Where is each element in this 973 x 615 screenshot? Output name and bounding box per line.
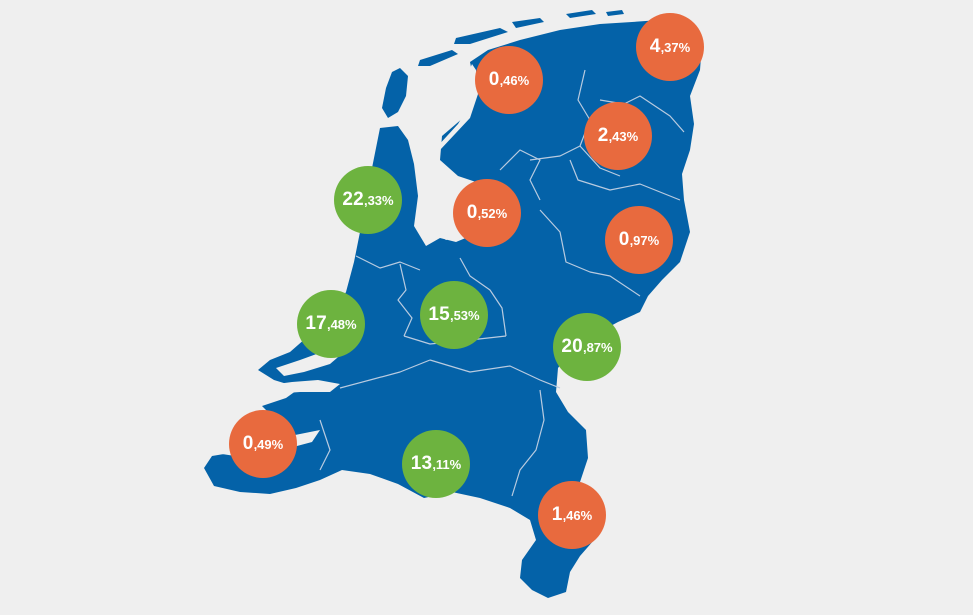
border-drenthe-overijssel	[569, 159, 681, 201]
limburg-share-integer: 1	[551, 504, 563, 525]
noord-holland-share-decimal: ,33%	[363, 192, 394, 208]
flevoland-share-integer: 0	[466, 202, 478, 223]
zuid-holland-share-decimal: ,48%	[326, 316, 357, 332]
border-flevoland	[499, 149, 541, 201]
zeeland-share-decimal: ,49%	[253, 436, 284, 452]
flevoland-share-decimal: ,52%	[477, 205, 508, 221]
island-vlieland	[418, 50, 458, 66]
friesland-share-integer: 0	[488, 69, 500, 90]
island-rottumeroog	[606, 10, 624, 16]
island-terschelling	[454, 28, 508, 44]
overijssel-share-decimal: ,97%	[629, 232, 660, 248]
bubble-gelderland: 20,87%	[553, 313, 621, 381]
groningen-share-decimal: ,37%	[660, 39, 691, 55]
border-friesland-drenthe	[529, 145, 621, 177]
bubble-overijssel: 0,97%	[605, 206, 673, 274]
utrecht-share-decimal: ,53%	[449, 307, 480, 323]
utrecht-share-integer: 15	[428, 304, 450, 325]
drenthe-share-decimal: ,43%	[608, 128, 639, 144]
bubble-utrecht: 15,53%	[420, 281, 488, 349]
island-schiermonnikoog	[566, 10, 596, 18]
zeeland-share-integer: 0	[242, 433, 254, 454]
bubble-noord-holland: 22,33%	[334, 166, 402, 234]
groningen-share-integer: 4	[649, 36, 661, 57]
border-utrecht-east	[459, 257, 507, 337]
bubble-flevoland: 0,52%	[453, 179, 521, 247]
border-gelderland-south	[429, 359, 561, 389]
island-texel	[382, 68, 408, 118]
bubble-drenthe: 2,43%	[584, 102, 652, 170]
noord-brabant-share-integer: 13	[410, 453, 433, 474]
gelderland-share-integer: 20	[561, 336, 583, 357]
border-zeeland-brabant	[319, 419, 331, 471]
bubble-friesland: 0,46%	[475, 46, 543, 114]
noord-holland-share-integer: 22	[342, 189, 364, 210]
noord-brabant-share-decimal: ,11%	[432, 456, 462, 472]
gelderland-share-decimal: ,87%	[582, 339, 613, 355]
island-ameland	[512, 18, 544, 28]
overijssel-share-integer: 0	[618, 229, 630, 250]
border-zuid-holland-brabant	[339, 359, 431, 389]
province-borders	[319, 69, 685, 497]
border-brabant-limburg	[511, 389, 545, 497]
zeeland-water	[222, 352, 344, 458]
zuid-holland-share-integer: 17	[305, 313, 327, 334]
limburg-share-decimal: ,46%	[562, 507, 593, 523]
friesland-share-decimal: ,46%	[499, 72, 530, 88]
drenthe-share-integer: 2	[597, 125, 609, 146]
border-utrecht-west	[397, 263, 413, 337]
bubble-zeeland: 0,49%	[229, 410, 297, 478]
border-noord-holland-zuid-holland	[355, 255, 421, 271]
bubble-limburg: 1,46%	[538, 481, 606, 549]
bubble-groningen: 4,37%	[636, 13, 704, 81]
bubble-zuid-holland: 17,48%	[297, 290, 365, 358]
bubble-noord-brabant: 13,11%	[402, 430, 470, 498]
border-overijssel-gelderland	[539, 209, 641, 297]
